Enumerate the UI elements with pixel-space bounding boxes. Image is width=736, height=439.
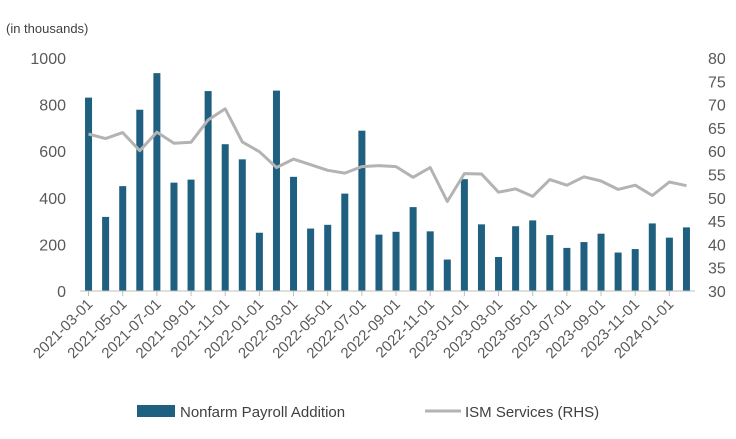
y-left-tick-label: 200: [39, 237, 66, 254]
bar-series: [85, 73, 690, 292]
payroll-bar: [341, 193, 349, 291]
payroll-bar: [204, 91, 212, 291]
payroll-bar: [324, 224, 332, 291]
payroll-bar: [546, 235, 554, 291]
payroll-bar: [495, 256, 503, 291]
y-right-tick-label: 65: [708, 121, 726, 138]
payroll-bar: [426, 231, 434, 291]
payroll-bar: [682, 227, 690, 291]
y-right-tick-label: 70: [708, 98, 726, 115]
payroll-bar: [460, 179, 468, 291]
payroll-bar: [409, 207, 417, 291]
payroll-bar: [614, 252, 622, 291]
y-right-tick-label: 60: [708, 144, 726, 161]
y-right-tick-label: 30: [708, 284, 726, 301]
y-right-tick-label: 75: [708, 74, 726, 91]
y-right-tick-label: 55: [708, 168, 726, 185]
payroll-bar: [392, 231, 400, 291]
payroll-bar: [221, 144, 229, 291]
payroll-bar: [529, 220, 537, 291]
payroll-bar: [136, 109, 144, 291]
legend-label-ism: ISM Services (RHS): [465, 404, 599, 421]
payroll-bar: [665, 237, 673, 291]
payroll-bar: [119, 186, 127, 291]
y-left-tick-label: 0: [57, 284, 66, 301]
payroll-bar: [580, 242, 588, 291]
payroll-bar: [102, 216, 110, 291]
payroll-bar: [307, 228, 315, 291]
payroll-bar: [648, 223, 656, 291]
payroll-bar: [597, 233, 605, 291]
unit-label: (in thousands): [6, 21, 88, 36]
y-axis-right: 30 35 40 45 50 55 60 65 70 75 80: [708, 51, 726, 301]
y-axis-left: 0 200 400 600 800 1000: [30, 51, 66, 301]
legend-swatch-payroll: [137, 405, 175, 417]
payroll-bar: [170, 182, 178, 291]
y-right-tick-label: 40: [708, 237, 726, 254]
payroll-bar: [272, 90, 280, 292]
payroll-bar: [255, 232, 263, 291]
y-left-tick-label: 800: [39, 98, 66, 115]
payroll-bar: [375, 234, 383, 291]
y-right-tick-label: 45: [708, 214, 726, 231]
payroll-bar: [187, 179, 195, 291]
payroll-bar: [443, 259, 451, 291]
y-right-tick-label: 80: [708, 51, 726, 68]
legend: Nonfarm Payroll Addition ISM Services (R…: [137, 404, 599, 421]
payroll-bar: [477, 224, 485, 291]
x-axis-ticks: 2021-03-012021-05-012021-07-012021-09-01…: [30, 291, 677, 362]
payroll-bar: [512, 226, 520, 291]
payroll-bar: [238, 159, 246, 291]
payroll-bar: [153, 73, 161, 292]
y-left-tick-label: 400: [39, 191, 66, 208]
payroll-bar: [85, 97, 93, 291]
payroll-bar: [563, 247, 571, 291]
y-left-tick-label: 600: [39, 144, 66, 161]
ism-line: [88, 107, 687, 203]
y-right-tick-label: 50: [708, 191, 726, 208]
y-right-tick-label: 35: [708, 261, 726, 278]
y-left-tick-label: 1000: [30, 51, 66, 68]
payroll-bar: [290, 176, 298, 291]
payroll-bar: [358, 130, 366, 291]
payroll-bar: [631, 249, 639, 291]
legend-label-payroll: Nonfarm Payroll Addition: [180, 404, 345, 421]
